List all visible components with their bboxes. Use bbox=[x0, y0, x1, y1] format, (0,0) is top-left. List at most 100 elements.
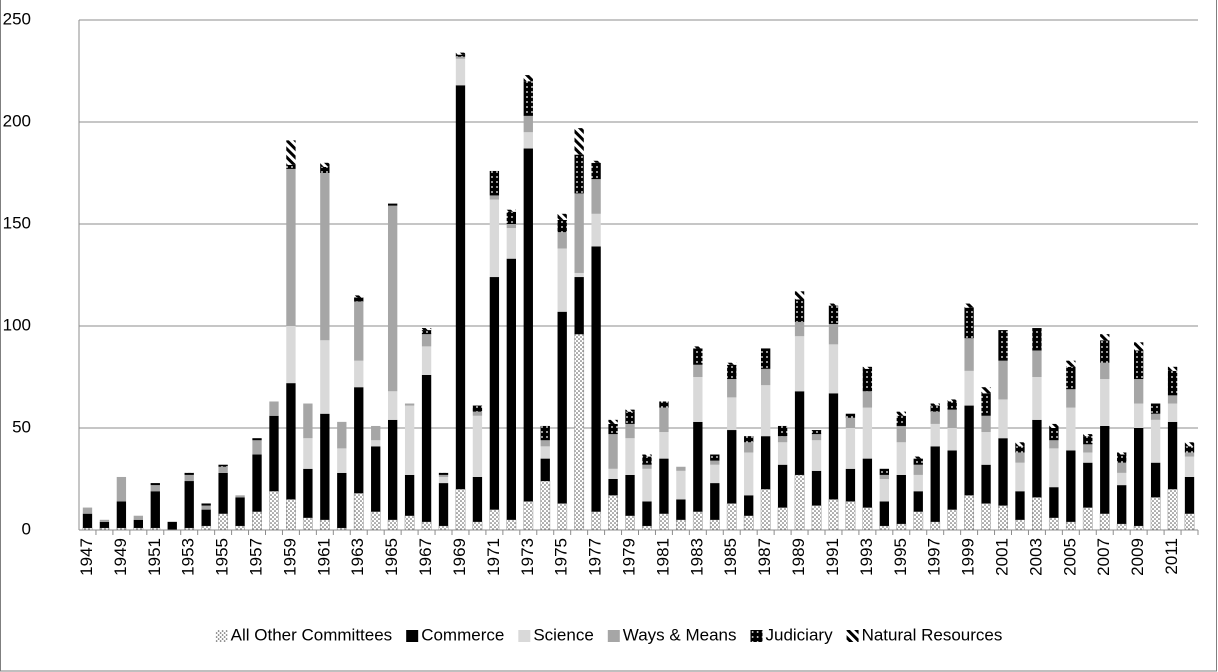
bar-segment bbox=[472, 476, 483, 522]
bar-segment bbox=[1117, 452, 1127, 455]
bar-segment bbox=[455, 52, 466, 55]
bar-segment bbox=[99, 519, 110, 522]
legend-label: Ways & Means bbox=[623, 625, 737, 644]
legend-swatch bbox=[518, 630, 531, 642]
legend-swatch bbox=[846, 630, 859, 642]
bar-segment bbox=[760, 488, 771, 531]
bar-segment bbox=[964, 307, 974, 339]
bar-segment bbox=[455, 85, 466, 490]
bar-segment bbox=[337, 448, 347, 473]
bar-segment bbox=[150, 491, 160, 528]
bar-segment bbox=[1167, 366, 1178, 371]
bar-segment bbox=[964, 370, 974, 406]
bar-segment bbox=[727, 430, 737, 504]
x-tick-label: 1959 bbox=[280, 538, 299, 576]
bar-segment bbox=[1184, 456, 1195, 477]
bar-segment bbox=[201, 509, 211, 526]
bar-segment bbox=[1083, 462, 1093, 508]
bar-segment bbox=[845, 468, 856, 502]
bar-segment bbox=[354, 360, 364, 388]
bar-segment bbox=[930, 521, 941, 531]
bar-segment bbox=[540, 446, 550, 459]
bar-segment bbox=[676, 466, 686, 471]
bar-segment bbox=[133, 515, 144, 520]
x-tick-label: 2001 bbox=[993, 538, 1012, 576]
bar-segment bbox=[1167, 395, 1178, 404]
bar-segment bbox=[523, 115, 533, 133]
bar-segment bbox=[1049, 448, 1059, 488]
bar-segment bbox=[421, 334, 432, 347]
bar-segment bbox=[964, 405, 974, 496]
x-tick-label: 1999 bbox=[959, 538, 978, 576]
x-tick-label: 1975 bbox=[552, 538, 571, 576]
bar-segment bbox=[286, 383, 296, 500]
bar-segment bbox=[913, 456, 923, 459]
bar-segment bbox=[354, 295, 364, 298]
bar-segment bbox=[862, 458, 873, 508]
bar-segment bbox=[642, 454, 652, 457]
x-tick-label: 1977 bbox=[586, 538, 605, 576]
bar-segment bbox=[455, 58, 466, 86]
bar-segment bbox=[303, 438, 313, 469]
bar-segment bbox=[421, 330, 432, 335]
x-tick-label: 1955 bbox=[213, 538, 232, 576]
bar-segment bbox=[642, 501, 652, 526]
bar-segment bbox=[710, 460, 720, 465]
bar-segment bbox=[947, 409, 957, 428]
bar-segment bbox=[675, 519, 686, 531]
bar-segment bbox=[676, 499, 686, 520]
bar-segment bbox=[743, 515, 754, 531]
x-tick-label: 1949 bbox=[111, 538, 130, 576]
bar-segment bbox=[1184, 446, 1195, 453]
bar-segment bbox=[811, 430, 822, 435]
bar-segment bbox=[659, 458, 669, 514]
bar-segment bbox=[710, 454, 720, 461]
bar-segment bbox=[438, 483, 449, 526]
bar-segment bbox=[862, 368, 873, 392]
bar-segment bbox=[320, 413, 330, 520]
bar-segment bbox=[760, 368, 771, 386]
legend-swatch bbox=[215, 630, 228, 642]
bar-segment bbox=[557, 503, 568, 531]
x-tick-label: 1983 bbox=[687, 538, 706, 576]
bar-segment bbox=[235, 525, 245, 531]
bar-segment bbox=[82, 513, 93, 528]
bar-segment bbox=[981, 432, 991, 465]
bar-segment bbox=[371, 425, 381, 441]
bar-segment bbox=[557, 248, 567, 312]
bar-segment bbox=[387, 391, 398, 420]
bar-segment bbox=[744, 495, 754, 516]
bar-segment bbox=[150, 483, 160, 486]
bar-segment bbox=[252, 440, 262, 455]
bar-segment bbox=[1133, 525, 1144, 531]
legend-swatch bbox=[607, 630, 620, 642]
bar-segment bbox=[371, 446, 381, 512]
x-tick-label: 1989 bbox=[789, 538, 808, 576]
bar-segment bbox=[455, 56, 466, 59]
bar-segment bbox=[1015, 491, 1025, 520]
bar-segment bbox=[1184, 452, 1195, 457]
bar-segment bbox=[896, 415, 906, 426]
bar-segment bbox=[642, 468, 652, 502]
bar-segment bbox=[387, 419, 398, 520]
bar-segment bbox=[608, 423, 618, 435]
bar-segment bbox=[1133, 379, 1144, 404]
bar-segment bbox=[404, 405, 415, 475]
legend-label: All Other Committees bbox=[231, 625, 393, 644]
bar-segment bbox=[1083, 452, 1093, 463]
bar-segment bbox=[845, 413, 856, 418]
legend-label: Natural Resources bbox=[862, 625, 1003, 644]
y-tick-label: 200 bbox=[3, 111, 31, 130]
bar-segment bbox=[506, 209, 517, 212]
bar-segment bbox=[438, 525, 449, 531]
bar-segment bbox=[964, 303, 974, 308]
bar-segment bbox=[777, 436, 788, 443]
bar-segment bbox=[879, 474, 890, 479]
bar-segment bbox=[269, 415, 279, 492]
bar-segment bbox=[659, 407, 669, 433]
bar-segment bbox=[523, 81, 533, 116]
bar-segment bbox=[269, 490, 279, 531]
bar-segment bbox=[896, 474, 906, 524]
bar-segment bbox=[540, 425, 550, 441]
bar-segment bbox=[794, 391, 805, 475]
